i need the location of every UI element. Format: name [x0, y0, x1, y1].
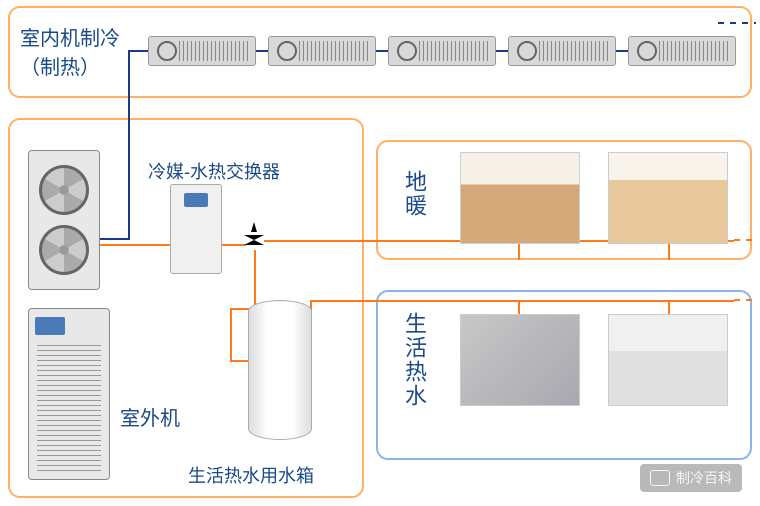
hot-water-line	[230, 360, 250, 362]
indoor-unit	[268, 36, 376, 66]
heat-exchanger	[170, 184, 222, 274]
outdoor-unit-large	[28, 308, 110, 480]
outdoor-unit-label: 室外机	[120, 402, 180, 431]
hot-water-line	[734, 239, 756, 241]
three-way-valve-icon	[244, 230, 264, 250]
indoor-unit	[148, 36, 256, 66]
refrigerant-line	[128, 50, 130, 240]
hot-water-tank	[248, 300, 312, 440]
water-tank-label: 生活热水用水箱	[188, 462, 314, 488]
hot-water-line	[310, 300, 734, 302]
domestic-water-label: 生活热水	[398, 312, 430, 408]
indoor-cooling-label: 室内机制冷 （制热）	[20, 22, 120, 80]
refrigerant-line	[718, 22, 756, 24]
usage-photo	[460, 152, 580, 244]
indoor-unit	[388, 36, 496, 66]
heat-exchanger-label: 冷媒-水热交换器	[148, 158, 280, 184]
refrigerant-line	[100, 238, 130, 240]
hot-water-line	[230, 308, 232, 362]
hot-water-line	[734, 299, 756, 301]
outdoor-unit-small	[28, 150, 100, 290]
usage-photo	[608, 152, 728, 244]
usage-photo	[608, 314, 728, 406]
hot-water-line	[254, 250, 256, 310]
indoor-unit	[508, 36, 616, 66]
indoor-unit	[628, 36, 736, 66]
watermark: 制冷百科	[640, 464, 742, 492]
floor-heating-label: 地暖	[398, 170, 430, 218]
usage-photo	[460, 314, 580, 406]
